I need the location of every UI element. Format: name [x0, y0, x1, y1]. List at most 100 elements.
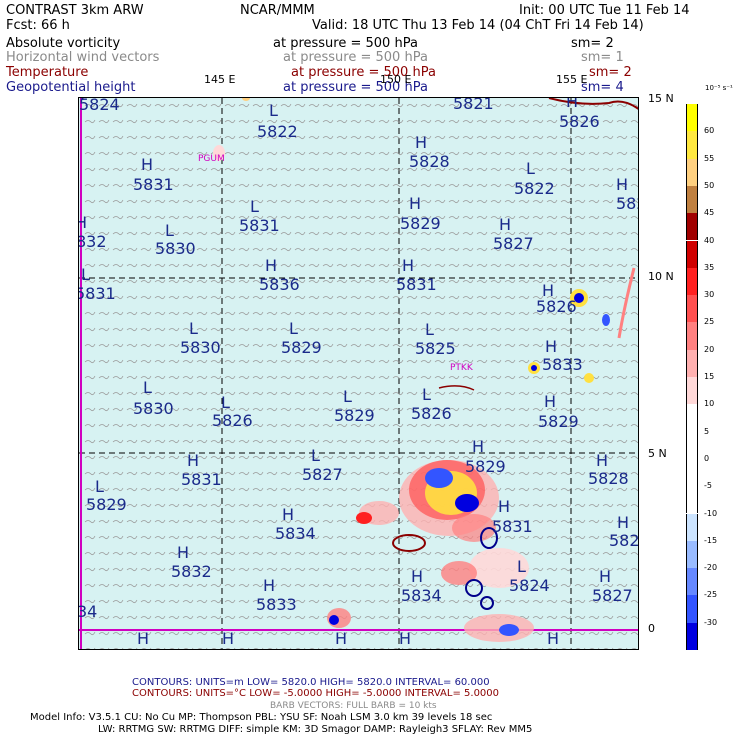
- wind-barb: [294, 103, 306, 108]
- height-label: L: [289, 319, 298, 338]
- wind-barb: [616, 183, 628, 188]
- wind-barb: [462, 231, 474, 236]
- wind-barb: [280, 119, 292, 124]
- wind-barb: [210, 295, 222, 300]
- colorbar-label: 10: [704, 399, 715, 409]
- wind-barb: [574, 343, 586, 348]
- wind-barb: [182, 103, 194, 108]
- wind-barb: [126, 119, 138, 124]
- wind-barb: [196, 167, 208, 172]
- wind-barb: [350, 343, 362, 348]
- wind-barb: [266, 551, 278, 556]
- wind-barb: [308, 231, 320, 236]
- wind-barb: [252, 103, 264, 108]
- wind-barb: [560, 487, 572, 492]
- wind-barb: [280, 183, 292, 188]
- wind-barb: [602, 599, 614, 604]
- wind-barb: [504, 167, 516, 172]
- barb-info: BARB VECTORS: FULL BARB = 10 kts: [270, 701, 437, 711]
- wind-barb: [602, 567, 614, 572]
- wind-barb: [126, 183, 138, 188]
- wind-barb: [252, 503, 264, 508]
- wind-barb: [253, 647, 264, 649]
- wind-barb: [448, 103, 460, 108]
- wind-barb: [532, 391, 544, 396]
- wind-barb: [518, 487, 530, 492]
- wind-barb: [238, 279, 250, 284]
- wind-barb: [434, 615, 446, 620]
- height-label: 5829: [400, 214, 441, 233]
- height-label: 5836: [259, 275, 300, 294]
- wind-barb: [462, 439, 474, 444]
- height-label: 5830: [133, 399, 174, 418]
- wind-barb: [182, 583, 194, 588]
- wind-barb: [294, 279, 306, 284]
- wind-barb: [154, 263, 166, 268]
- wind-barb: [112, 231, 124, 236]
- wind-barb: [266, 455, 278, 460]
- wind-barb: [574, 471, 586, 476]
- wind-barb: [154, 503, 166, 508]
- wind-barb: [322, 631, 334, 636]
- wind-barb: [378, 215, 390, 220]
- wind-barb: [574, 215, 586, 220]
- wind-barb: [448, 167, 460, 172]
- wind-barb: [406, 311, 418, 316]
- wind-barb: [532, 279, 544, 284]
- wind-barb: [588, 263, 600, 268]
- wind-barb: [546, 295, 558, 300]
- wind-barb: [182, 135, 194, 140]
- wind-barb: [560, 311, 572, 316]
- wind-barb: [588, 359, 600, 364]
- wind-barb: [182, 279, 194, 284]
- wind-barb: [378, 439, 390, 444]
- wind-barb: [546, 119, 558, 124]
- wind-barb: [518, 391, 530, 396]
- wind-barb: [196, 183, 208, 188]
- height-label: H: [411, 567, 424, 586]
- wind-barb: [238, 583, 250, 588]
- height-label: H: [402, 256, 415, 275]
- wind-barb: [420, 375, 432, 380]
- wind-barb: [168, 311, 180, 316]
- height-label: 5826: [212, 411, 253, 430]
- wind-barb: [196, 423, 208, 428]
- init-time: Init: 00 UTC Tue 11 Feb 14: [519, 3, 690, 18]
- wind-barb: [336, 375, 348, 380]
- wind-barb: [280, 615, 292, 620]
- wind-barb: [210, 103, 222, 108]
- wind-barb: [518, 295, 530, 300]
- wind-barb: [267, 647, 278, 649]
- wind-barb: [322, 455, 334, 460]
- wind-barb: [84, 375, 96, 380]
- height-label: H: [79, 98, 85, 103]
- wind-barb: [126, 487, 138, 492]
- wind-barb: [322, 295, 334, 300]
- wind-barb: [266, 615, 278, 620]
- wind-barb: [560, 263, 572, 268]
- wind-barb: [211, 647, 222, 649]
- wind-barb: [364, 439, 376, 444]
- wind-barb: [364, 263, 376, 268]
- wind-barb: [532, 487, 544, 492]
- wind-barb: [574, 519, 586, 524]
- lat-label: 0: [648, 622, 655, 635]
- wind-barb: [406, 263, 418, 268]
- wind-barb: [406, 151, 418, 156]
- wind-barb: [504, 407, 516, 412]
- wind-barb: [630, 296, 638, 300]
- wind-barb: [588, 135, 600, 140]
- wind-barb: [308, 519, 320, 524]
- wind-barb: [616, 327, 628, 332]
- wind-barb: [392, 519, 404, 524]
- wind-barb: [98, 279, 110, 284]
- wind-barb: [574, 631, 586, 636]
- wind-barb: [280, 407, 292, 412]
- height-label: H: [599, 567, 612, 586]
- height-label: H: [79, 214, 87, 231]
- wind-barb: [126, 535, 138, 540]
- wind-barb: [434, 599, 446, 604]
- wind-barb: [224, 183, 236, 188]
- wind-barb: [196, 503, 208, 508]
- wind-barb: [560, 359, 572, 364]
